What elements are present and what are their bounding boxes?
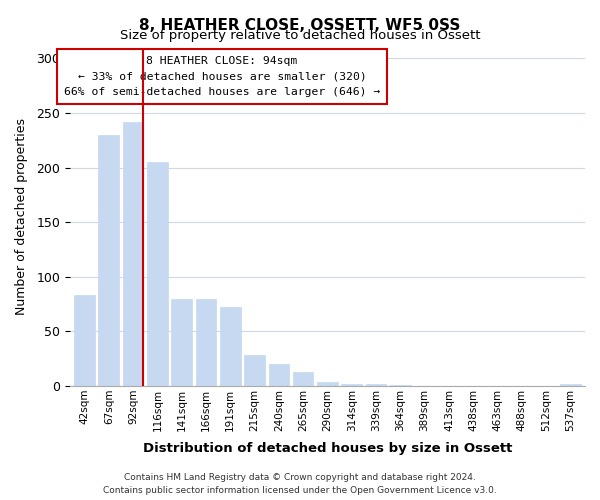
Text: 8 HEATHER CLOSE: 94sqm
← 33% of detached houses are smaller (320)
66% of semi-de: 8 HEATHER CLOSE: 94sqm ← 33% of detached… bbox=[64, 56, 380, 97]
Bar bbox=[341, 384, 362, 386]
Bar bbox=[220, 308, 241, 386]
Bar bbox=[293, 372, 313, 386]
Bar bbox=[172, 298, 192, 386]
Y-axis label: Number of detached properties: Number of detached properties bbox=[15, 118, 28, 315]
Bar bbox=[390, 385, 410, 386]
Text: 8, HEATHER CLOSE, OSSETT, WF5 0SS: 8, HEATHER CLOSE, OSSETT, WF5 0SS bbox=[139, 18, 461, 32]
Bar bbox=[98, 135, 119, 386]
Bar bbox=[147, 162, 168, 386]
Text: Contains HM Land Registry data © Crown copyright and database right 2024.
Contai: Contains HM Land Registry data © Crown c… bbox=[103, 474, 497, 495]
Bar bbox=[196, 298, 217, 386]
X-axis label: Distribution of detached houses by size in Ossett: Distribution of detached houses by size … bbox=[143, 442, 512, 455]
Bar bbox=[269, 364, 289, 386]
Bar bbox=[74, 296, 95, 386]
Bar bbox=[317, 382, 338, 386]
Bar bbox=[366, 384, 386, 386]
Bar bbox=[244, 356, 265, 386]
Text: Size of property relative to detached houses in Ossett: Size of property relative to detached ho… bbox=[120, 29, 480, 42]
Bar bbox=[123, 122, 143, 386]
Bar bbox=[560, 384, 581, 386]
